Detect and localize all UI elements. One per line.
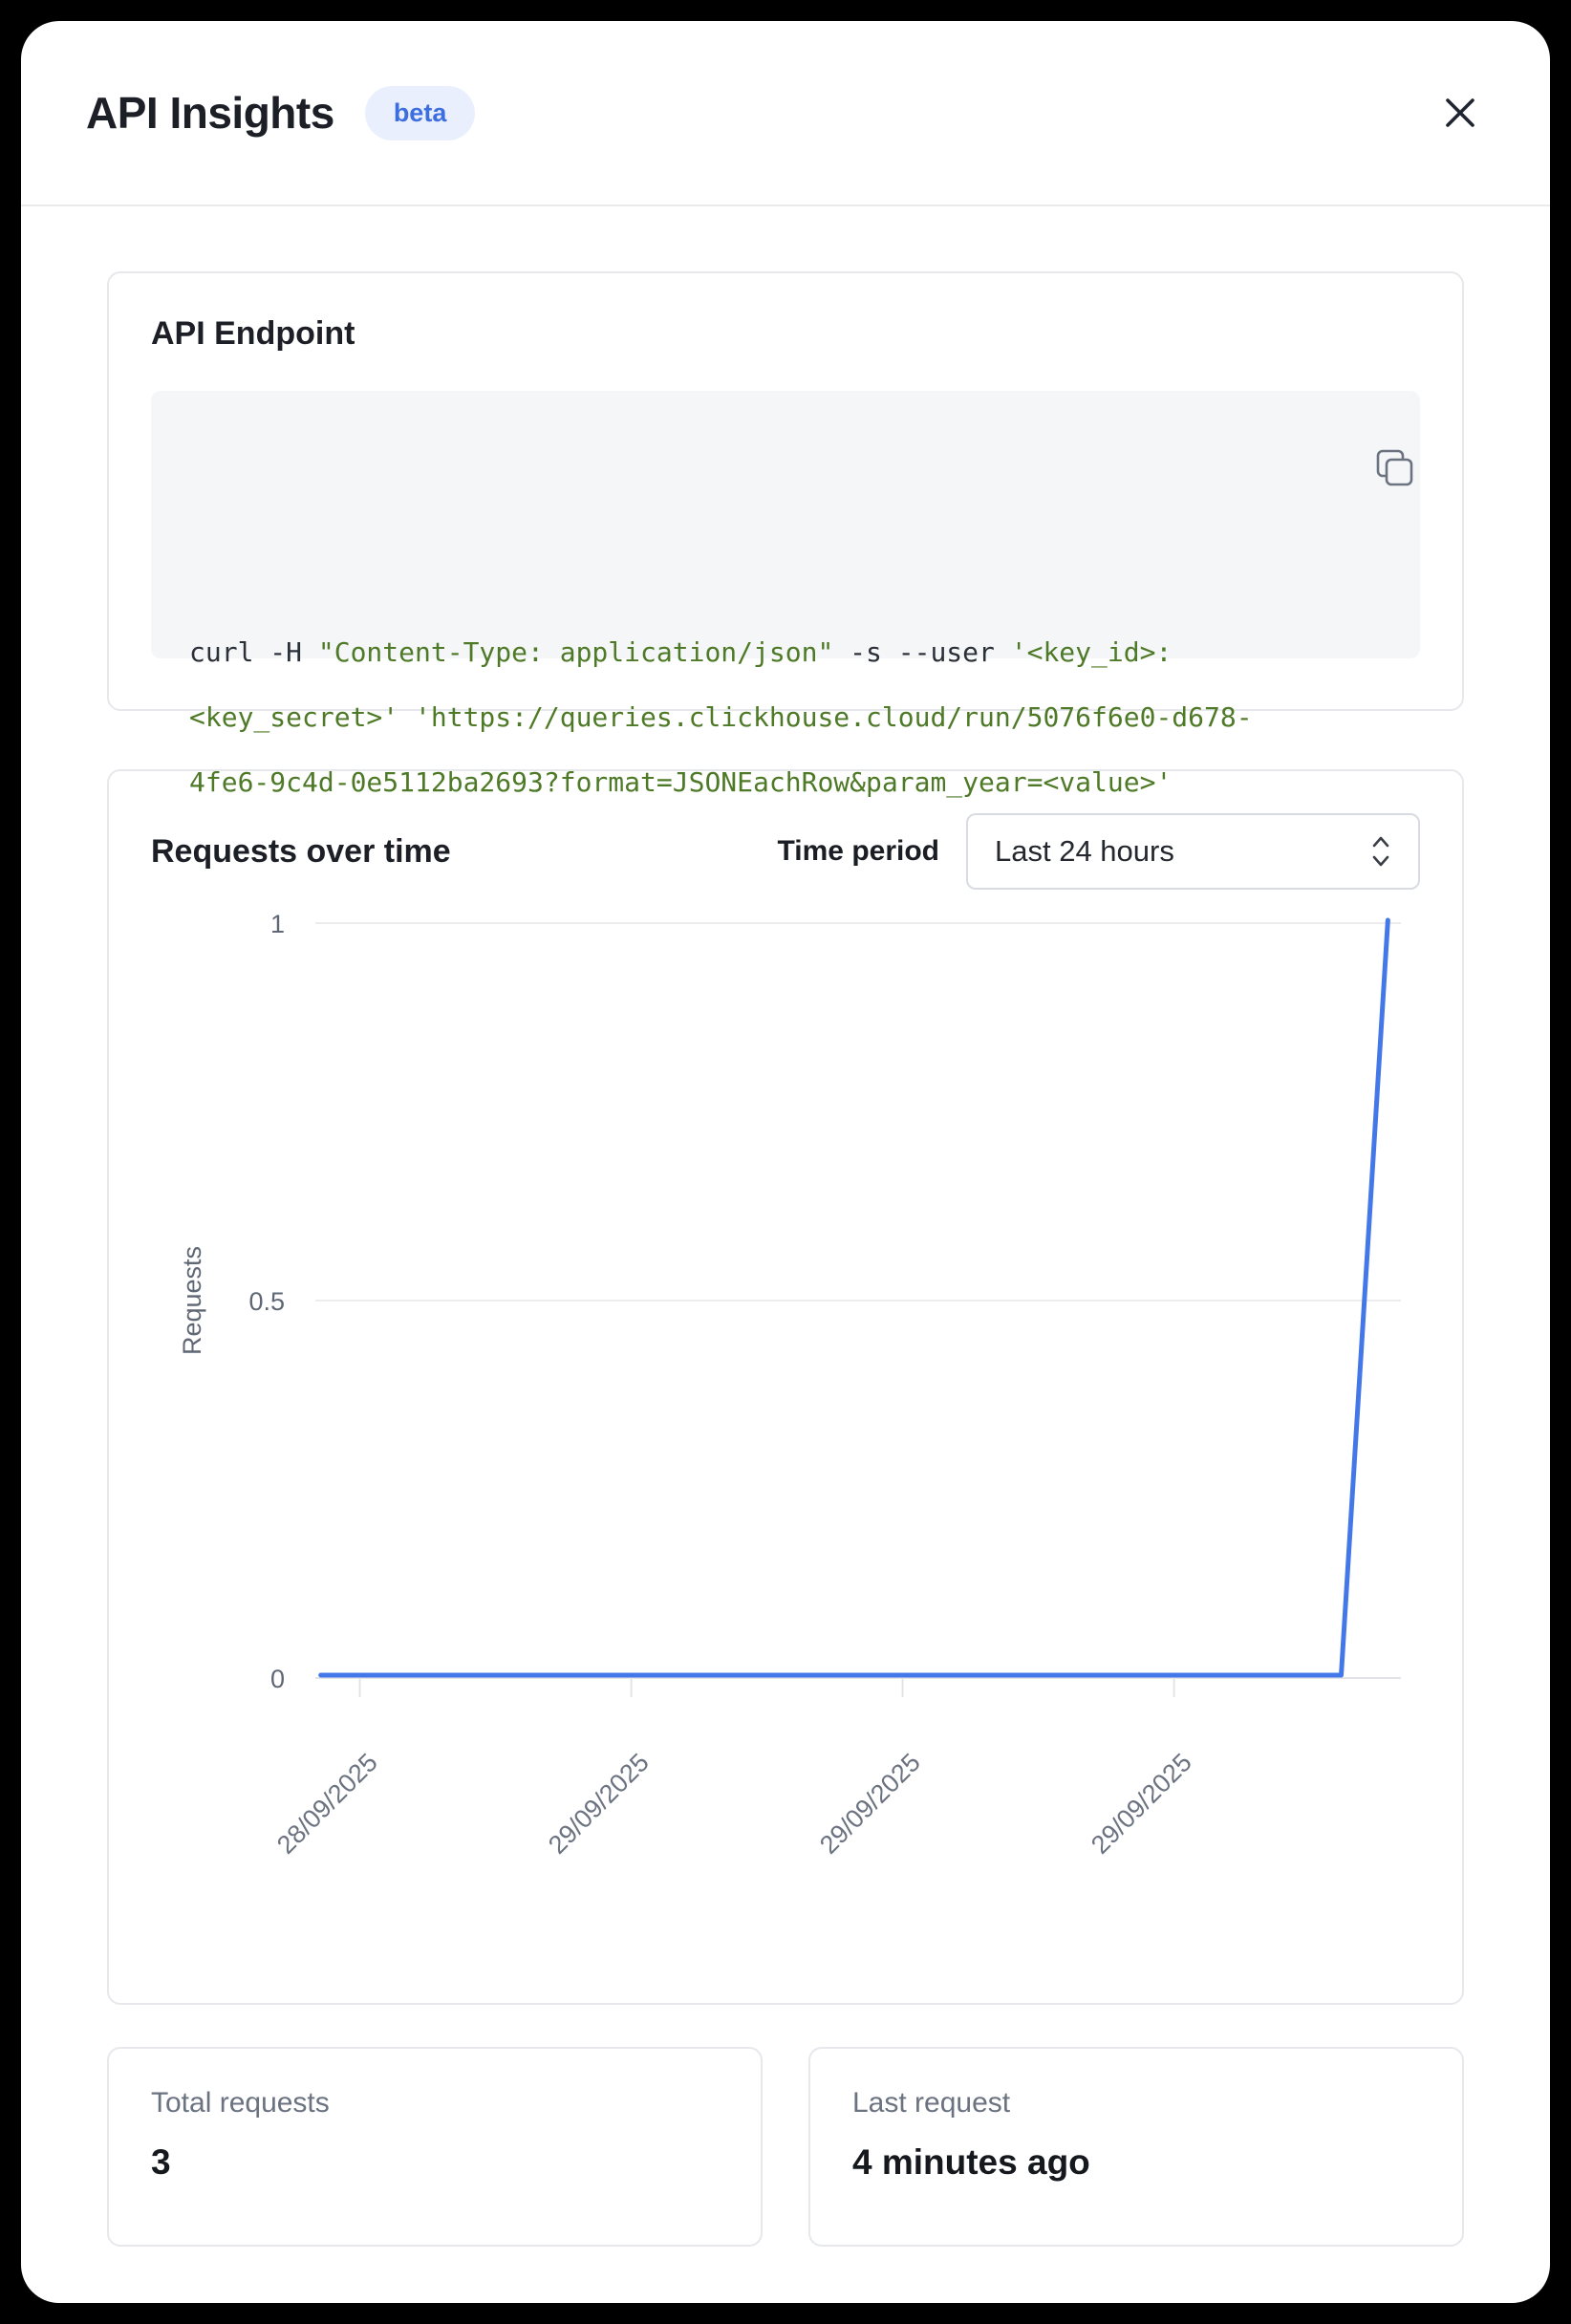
x-tick-label: 29/09/2025 — [1086, 1748, 1197, 1860]
time-period-label: Time period — [777, 835, 939, 867]
chart-title: Requests over time — [151, 832, 451, 870]
total-requests-card: Total requests 3 — [107, 2047, 763, 2247]
api-insights-modal: API Insights beta API Endpoint curl -H "… — [21, 21, 1550, 2303]
copy-icon — [1376, 449, 1413, 486]
x-tick-label: 28/09/2025 — [271, 1748, 383, 1860]
stats-row: Total requests 3 Last request 4 minutes … — [107, 2047, 1464, 2247]
time-period-value: Last 24 hours — [995, 834, 1174, 868]
chevron-updown-icon — [1372, 836, 1389, 867]
requests-chart-card: Requests over time Time period Last 24 h… — [107, 769, 1464, 2005]
code-line: <key_secret>' 'https://queries.clickhous… — [189, 701, 1253, 733]
code-line: curl -H "Content-Type: application/json"… — [189, 636, 1173, 668]
total-requests-value: 3 — [151, 2142, 171, 2182]
time-period-select[interactable]: Last 24 hours — [966, 813, 1420, 890]
y-tick-label: 1 — [270, 910, 285, 938]
code-line: 4fe6-9c4d-0e5112ba2693?format=JSONEachRo… — [189, 766, 1173, 798]
y-axis-label: Requests — [178, 1246, 206, 1355]
x-tick-label: 29/09/2025 — [543, 1748, 655, 1860]
series-line — [318, 917, 1390, 1678]
requests-line-chart: 0 0.5 1 28/09/2025 29/09/2025 29/09/2025 29/09… — [178, 910, 1401, 1860]
code-block: curl -H "Content-Type: application/json"… — [151, 391, 1420, 798]
modal-title: API Insights — [86, 88, 334, 138]
chart-header: Requests over time Time period Last 24 h… — [151, 813, 1420, 890]
last-request-card: Last request 4 minutes ago — [808, 2047, 1464, 2247]
api-endpoint-card: API Endpoint curl -H "Content-Type: appl… — [107, 271, 1464, 798]
close-icon — [1446, 98, 1474, 127]
copy-button[interactable] — [1338, 433, 1413, 486]
close-button[interactable] — [1431, 84, 1489, 141]
beta-badge: beta — [364, 85, 476, 140]
y-tick-label: 0.5 — [248, 1287, 285, 1316]
total-requests-label: Total requests — [151, 2087, 330, 2119]
last-request-label: Last request — [852, 2087, 1011, 2119]
modal-body: API Endpoint curl -H "Content-Type: appl… — [21, 206, 1550, 2247]
modal-header: API Insights beta — [21, 21, 1550, 206]
x-tick-label: 29/09/2025 — [814, 1748, 926, 1860]
y-tick-label: 0 — [270, 1665, 285, 1693]
last-request-value: 4 minutes ago — [852, 2142, 1090, 2182]
endpoint-title: API Endpoint — [151, 315, 355, 352]
